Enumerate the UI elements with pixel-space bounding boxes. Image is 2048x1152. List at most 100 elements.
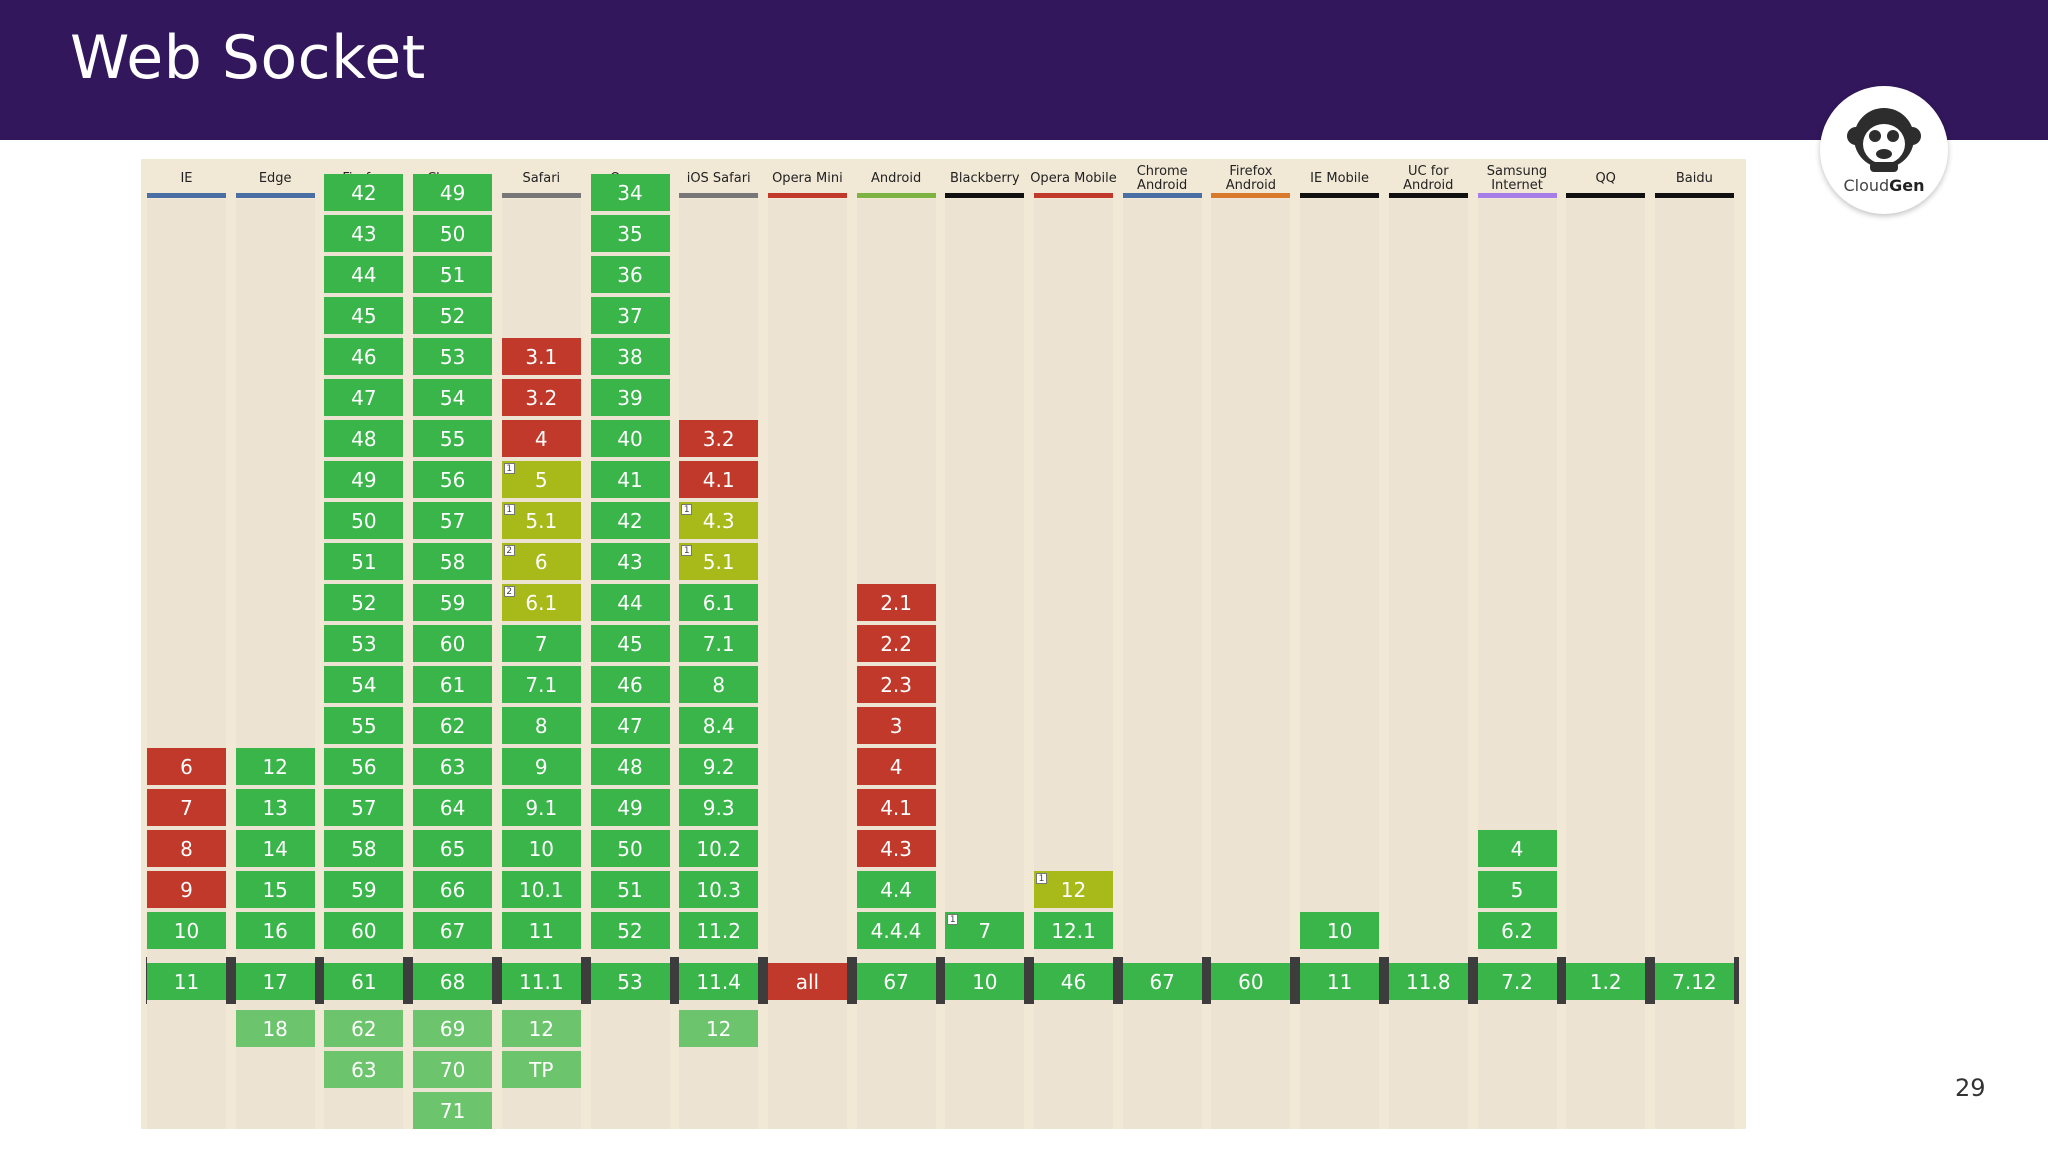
version-cell[interactable]: 1.2	[1566, 963, 1646, 1000]
browser-header[interactable]: Blackberry	[950, 171, 1020, 186]
version-cell[interactable]: 49	[413, 174, 493, 211]
version-cell[interactable]: 53	[324, 625, 404, 662]
version-cell[interactable]: 59	[324, 871, 404, 908]
version-cell[interactable]: TP	[501, 1051, 581, 1088]
version-cell[interactable]: 4.1	[856, 789, 936, 826]
version-cell[interactable]: 18	[235, 1010, 315, 1047]
note-badge[interactable]: 1	[1036, 873, 1047, 884]
version-cell[interactable]: 48	[590, 748, 670, 785]
version-cell[interactable]: 12.1	[1034, 912, 1113, 949]
version-cell[interactable]: 37	[590, 297, 670, 334]
version-cell[interactable]: 10.3	[679, 871, 759, 908]
version-cell[interactable]: 8	[147, 830, 226, 867]
version-cell[interactable]: 4.3 1	[679, 502, 759, 539]
version-cell[interactable]: 63	[324, 1051, 404, 1088]
version-cell[interactable]: 3.2	[679, 420, 759, 457]
version-cell[interactable]: 44	[324, 256, 404, 293]
version-cell[interactable]: 54	[324, 666, 404, 703]
version-cell[interactable]: 60	[1211, 963, 1291, 1000]
version-cell[interactable]: 60	[324, 912, 404, 949]
version-cell[interactable]: 9	[501, 748, 581, 785]
version-cell[interactable]: 43	[590, 543, 670, 580]
version-cell[interactable]: 57	[324, 789, 404, 826]
version-cell[interactable]: 11.8	[1388, 963, 1468, 1000]
version-cell[interactable]: 12	[501, 1010, 581, 1047]
version-cell[interactable]: 66	[413, 871, 493, 908]
browser-header[interactable]: QQ	[1595, 171, 1616, 186]
version-cell[interactable]: 10	[147, 912, 226, 949]
version-cell[interactable]: 52	[590, 912, 670, 949]
version-cell[interactable]: 7.1	[501, 666, 581, 703]
version-cell[interactable]: 11	[147, 963, 226, 1000]
browser-header[interactable]: iOS Safari	[686, 171, 751, 186]
version-cell[interactable]: 4.1	[679, 461, 759, 498]
version-cell[interactable]: 7.12	[1654, 963, 1734, 1000]
version-cell[interactable]: 48	[324, 420, 404, 457]
version-cell[interactable]: 50	[590, 830, 670, 867]
version-cell[interactable]: 17	[235, 963, 315, 1000]
version-cell[interactable]: 4	[1477, 830, 1557, 867]
note-badge[interactable]: 2	[503, 545, 515, 556]
version-cell[interactable]: 55	[324, 707, 404, 744]
version-cell[interactable]: 6	[147, 748, 226, 785]
version-cell[interactable]: 9.3	[679, 789, 759, 826]
version-cell[interactable]: 9	[147, 871, 226, 908]
version-cell[interactable]: 67	[1122, 963, 1202, 1000]
version-cell[interactable]: all	[767, 963, 847, 1000]
version-cell[interactable]: 38	[590, 338, 670, 375]
version-cell[interactable]: 53	[590, 963, 670, 1000]
version-cell[interactable]: 7	[501, 625, 581, 662]
version-cell[interactable]: 39	[590, 379, 670, 416]
version-cell[interactable]: 51	[413, 256, 493, 293]
version-cell[interactable]: 6.2	[1477, 912, 1557, 949]
version-cell[interactable]: 11	[1300, 963, 1380, 1000]
version-cell[interactable]: 2.3	[856, 666, 936, 703]
version-cell[interactable]: 43	[324, 215, 404, 252]
version-cell[interactable]: 35	[590, 215, 670, 252]
version-cell[interactable]: 11.1	[501, 963, 581, 1000]
version-cell[interactable]: 36	[590, 256, 670, 293]
version-cell[interactable]: 64	[413, 789, 493, 826]
version-cell[interactable]: 8	[679, 666, 759, 703]
version-cell[interactable]: 11.2	[679, 912, 759, 949]
version-cell[interactable]: 57	[413, 502, 493, 539]
version-cell[interactable]: 59	[413, 584, 493, 621]
version-cell[interactable]: 41	[590, 461, 670, 498]
version-cell[interactable]: 46	[590, 666, 670, 703]
version-cell[interactable]: 71	[413, 1092, 493, 1129]
note-badge[interactable]: 1	[503, 504, 515, 515]
version-cell[interactable]: 15	[235, 871, 315, 908]
version-cell[interactable]: 51	[324, 543, 404, 580]
version-cell[interactable]: 68	[413, 963, 493, 1000]
browser-header[interactable]: Safari	[522, 171, 561, 186]
version-cell[interactable]: 14	[235, 830, 315, 867]
version-cell[interactable]: 12	[235, 748, 315, 785]
version-cell[interactable]: 54	[413, 379, 493, 416]
version-cell[interactable]: 46	[324, 338, 404, 375]
version-cell[interactable]: 8	[501, 707, 581, 744]
version-cell[interactable]: 45	[324, 297, 404, 334]
version-cell[interactable]: 12 1	[1034, 871, 1113, 908]
note-badge[interactable]: 1	[503, 463, 515, 474]
version-cell[interactable]: 2.1	[856, 584, 936, 621]
browser-header[interactable]: Opera Mobile	[1030, 171, 1117, 186]
version-cell[interactable]: 53	[413, 338, 493, 375]
version-cell[interactable]: 61	[413, 666, 493, 703]
version-cell[interactable]: 3.1	[501, 338, 581, 375]
version-cell[interactable]: 4.4.4	[856, 912, 936, 949]
version-cell[interactable]: 6.1 2	[501, 584, 581, 621]
version-cell[interactable]: 9.2	[679, 748, 759, 785]
browser-header[interactable]: Edge	[258, 171, 292, 186]
version-cell[interactable]: 58	[324, 830, 404, 867]
version-cell[interactable]: 5.1 1	[679, 543, 759, 580]
version-cell[interactable]: 63	[413, 748, 493, 785]
browser-header[interactable]: Firefox Android	[1225, 164, 1277, 193]
version-cell[interactable]: 3	[856, 707, 936, 744]
version-cell[interactable]: 13	[235, 789, 315, 826]
version-cell[interactable]: 34	[590, 174, 670, 211]
version-cell[interactable]: 2.2	[856, 625, 936, 662]
version-cell[interactable]: 10	[1300, 912, 1380, 949]
version-cell[interactable]: 50	[324, 502, 404, 539]
